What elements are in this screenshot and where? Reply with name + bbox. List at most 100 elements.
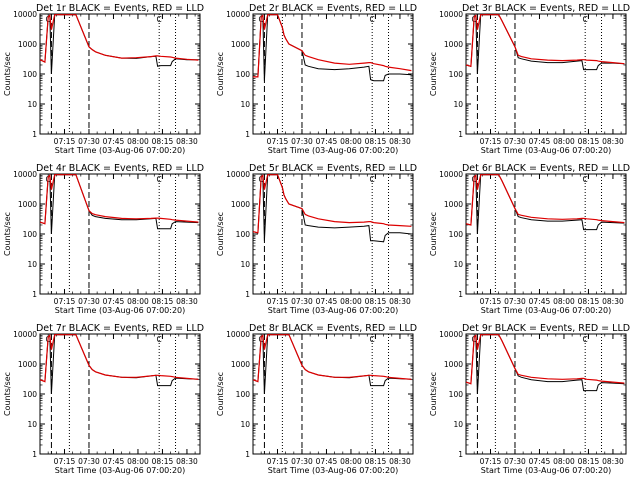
marker-letter: C: [370, 335, 375, 344]
lld-series-line: [466, 14, 625, 68]
y-tick-label: 10: [27, 420, 37, 429]
x-tick-label: 07:30: [78, 297, 100, 306]
events-series-line: [253, 14, 412, 82]
y-axis-label: Counts/sec: [216, 212, 225, 256]
x-tick-label: 08:00: [340, 457, 362, 466]
y-tick-label: 100: [236, 390, 251, 399]
y-tick-label: 10: [240, 260, 250, 269]
events-series-line: [40, 174, 199, 235]
events-series-line: [253, 334, 412, 395]
chart-title: Det 8r BLACK = Events, RED = LLD: [249, 323, 417, 334]
y-tick-label: 10: [240, 420, 250, 429]
chart-title: Det 5r BLACK = Events, RED = LLD: [249, 163, 417, 174]
chart-panel-7: Det 7r BLACK = Events, RED = LLD 1 10 100 10…: [3, 323, 204, 475]
chart-panel-1: Det 1r BLACK = Events, RED = LLD 1 10 100 10…: [3, 3, 204, 155]
x-axis-label: Start Time (03-Aug-06 07:00:20): [55, 306, 186, 315]
x-tick-label: 08:30: [176, 457, 198, 466]
marker-letter: C: [157, 335, 162, 344]
chart-title: Det 9r BLACK = Events, RED = LLD: [462, 323, 630, 334]
x-tick-label: 08:00: [340, 137, 362, 146]
marker-letter: C: [157, 175, 162, 184]
y-tick-label: 1: [458, 290, 463, 299]
x-tick-label: 08:30: [176, 137, 198, 146]
lld-series-line: [40, 334, 199, 383]
x-tick-label: 08:30: [176, 297, 198, 306]
x-tick-label: 08:30: [389, 297, 411, 306]
x-tick-label: 08:30: [389, 457, 411, 466]
y-tick-label: 1: [458, 450, 463, 459]
x-tick-label: 08:00: [553, 137, 575, 146]
lld-series-line: [253, 334, 412, 383]
y-tick-label: 1: [245, 130, 250, 139]
x-tick-label: 07:15: [267, 297, 289, 306]
x-tick-label: 08:30: [602, 457, 624, 466]
y-axis-label: Counts/sec: [429, 212, 438, 256]
x-tick-label: 07:45: [529, 457, 551, 466]
y-tick-label: 1000: [231, 40, 250, 49]
events-series-line: [466, 334, 625, 395]
y-axis-label: Counts/sec: [429, 372, 438, 416]
chart-title: Det 1r BLACK = Events, RED = LLD: [36, 3, 204, 14]
chart-panel-5: Det 5r BLACK = Events, RED = LLD 1 10 100 10…: [216, 163, 417, 315]
y-axis-label: Counts/sec: [429, 52, 438, 96]
y-tick-label: 1000: [444, 200, 463, 209]
x-tick-label: 08:00: [127, 297, 149, 306]
events-series-line: [253, 174, 412, 243]
y-axis-label: Counts/sec: [3, 212, 12, 256]
x-tick-label: 07:15: [54, 297, 76, 306]
chart-title: Det 2r BLACK = Events, RED = LLD: [249, 3, 417, 14]
y-tick-label: 10000: [226, 10, 250, 19]
x-tick-label: 07:15: [480, 457, 502, 466]
x-tick-label: 07:45: [316, 137, 338, 146]
x-tick-label: 08:30: [389, 137, 411, 146]
y-tick-label: 10000: [13, 330, 37, 339]
x-axis-label: Start Time (03-Aug-06 07:00:20): [481, 466, 612, 475]
marker-letter: C: [583, 335, 588, 344]
marker-letter: C: [370, 175, 375, 184]
events-series-line: [466, 14, 625, 75]
lld-series-line: [40, 14, 199, 64]
chart-title: Det 4r BLACK = Events, RED = LLD: [36, 163, 204, 174]
marker-letter: C: [583, 175, 588, 184]
y-tick-label: 10000: [439, 170, 463, 179]
y-tick-label: 1: [32, 450, 37, 459]
y-tick-label: 1: [32, 130, 37, 139]
x-axis-label: Start Time (03-Aug-06 07:00:20): [55, 466, 186, 475]
x-tick-label: 07:15: [480, 297, 502, 306]
lld-series-line: [253, 174, 412, 234]
x-tick-label: 07:30: [291, 457, 313, 466]
x-tick-label: 08:15: [578, 297, 600, 306]
chart-panel-9: Det 9r BLACK = Events, RED = LLD 1 10 100 10…: [429, 323, 630, 475]
x-tick-label: 08:15: [578, 137, 600, 146]
x-tick-label: 07:45: [529, 137, 551, 146]
x-axis-label: Start Time (03-Aug-06 07:00:20): [481, 306, 612, 315]
x-tick-label: 08:00: [340, 297, 362, 306]
x-tick-label: 08:15: [152, 457, 174, 466]
x-tick-label: 07:45: [103, 297, 125, 306]
y-axis-label: Counts/sec: [3, 372, 12, 416]
x-tick-label: 08:15: [365, 297, 387, 306]
x-tick-label: 07:30: [291, 137, 313, 146]
y-tick-label: 100: [23, 390, 38, 399]
marker-letter: C: [583, 15, 588, 24]
y-tick-label: 1000: [231, 360, 250, 369]
x-tick-label: 07:45: [103, 137, 125, 146]
x-axis-label: Start Time (03-Aug-06 07:00:20): [268, 306, 399, 315]
x-tick-label: 07:30: [291, 297, 313, 306]
y-tick-label: 100: [449, 390, 464, 399]
y-axis-label: Counts/sec: [216, 52, 225, 96]
y-tick-label: 1: [245, 290, 250, 299]
x-tick-label: 07:15: [480, 137, 502, 146]
y-tick-label: 100: [449, 70, 464, 79]
y-tick-label: 10: [27, 260, 37, 269]
events-series-line: [466, 174, 625, 235]
marker-letter: C: [157, 15, 162, 24]
x-tick-label: 08:00: [553, 457, 575, 466]
y-axis-label: Counts/sec: [3, 52, 12, 96]
y-tick-label: 10000: [226, 330, 250, 339]
x-tick-label: 07:15: [54, 457, 76, 466]
x-tick-label: 07:15: [54, 137, 76, 146]
marker-letter: C: [370, 15, 375, 24]
x-tick-label: 07:15: [267, 457, 289, 466]
